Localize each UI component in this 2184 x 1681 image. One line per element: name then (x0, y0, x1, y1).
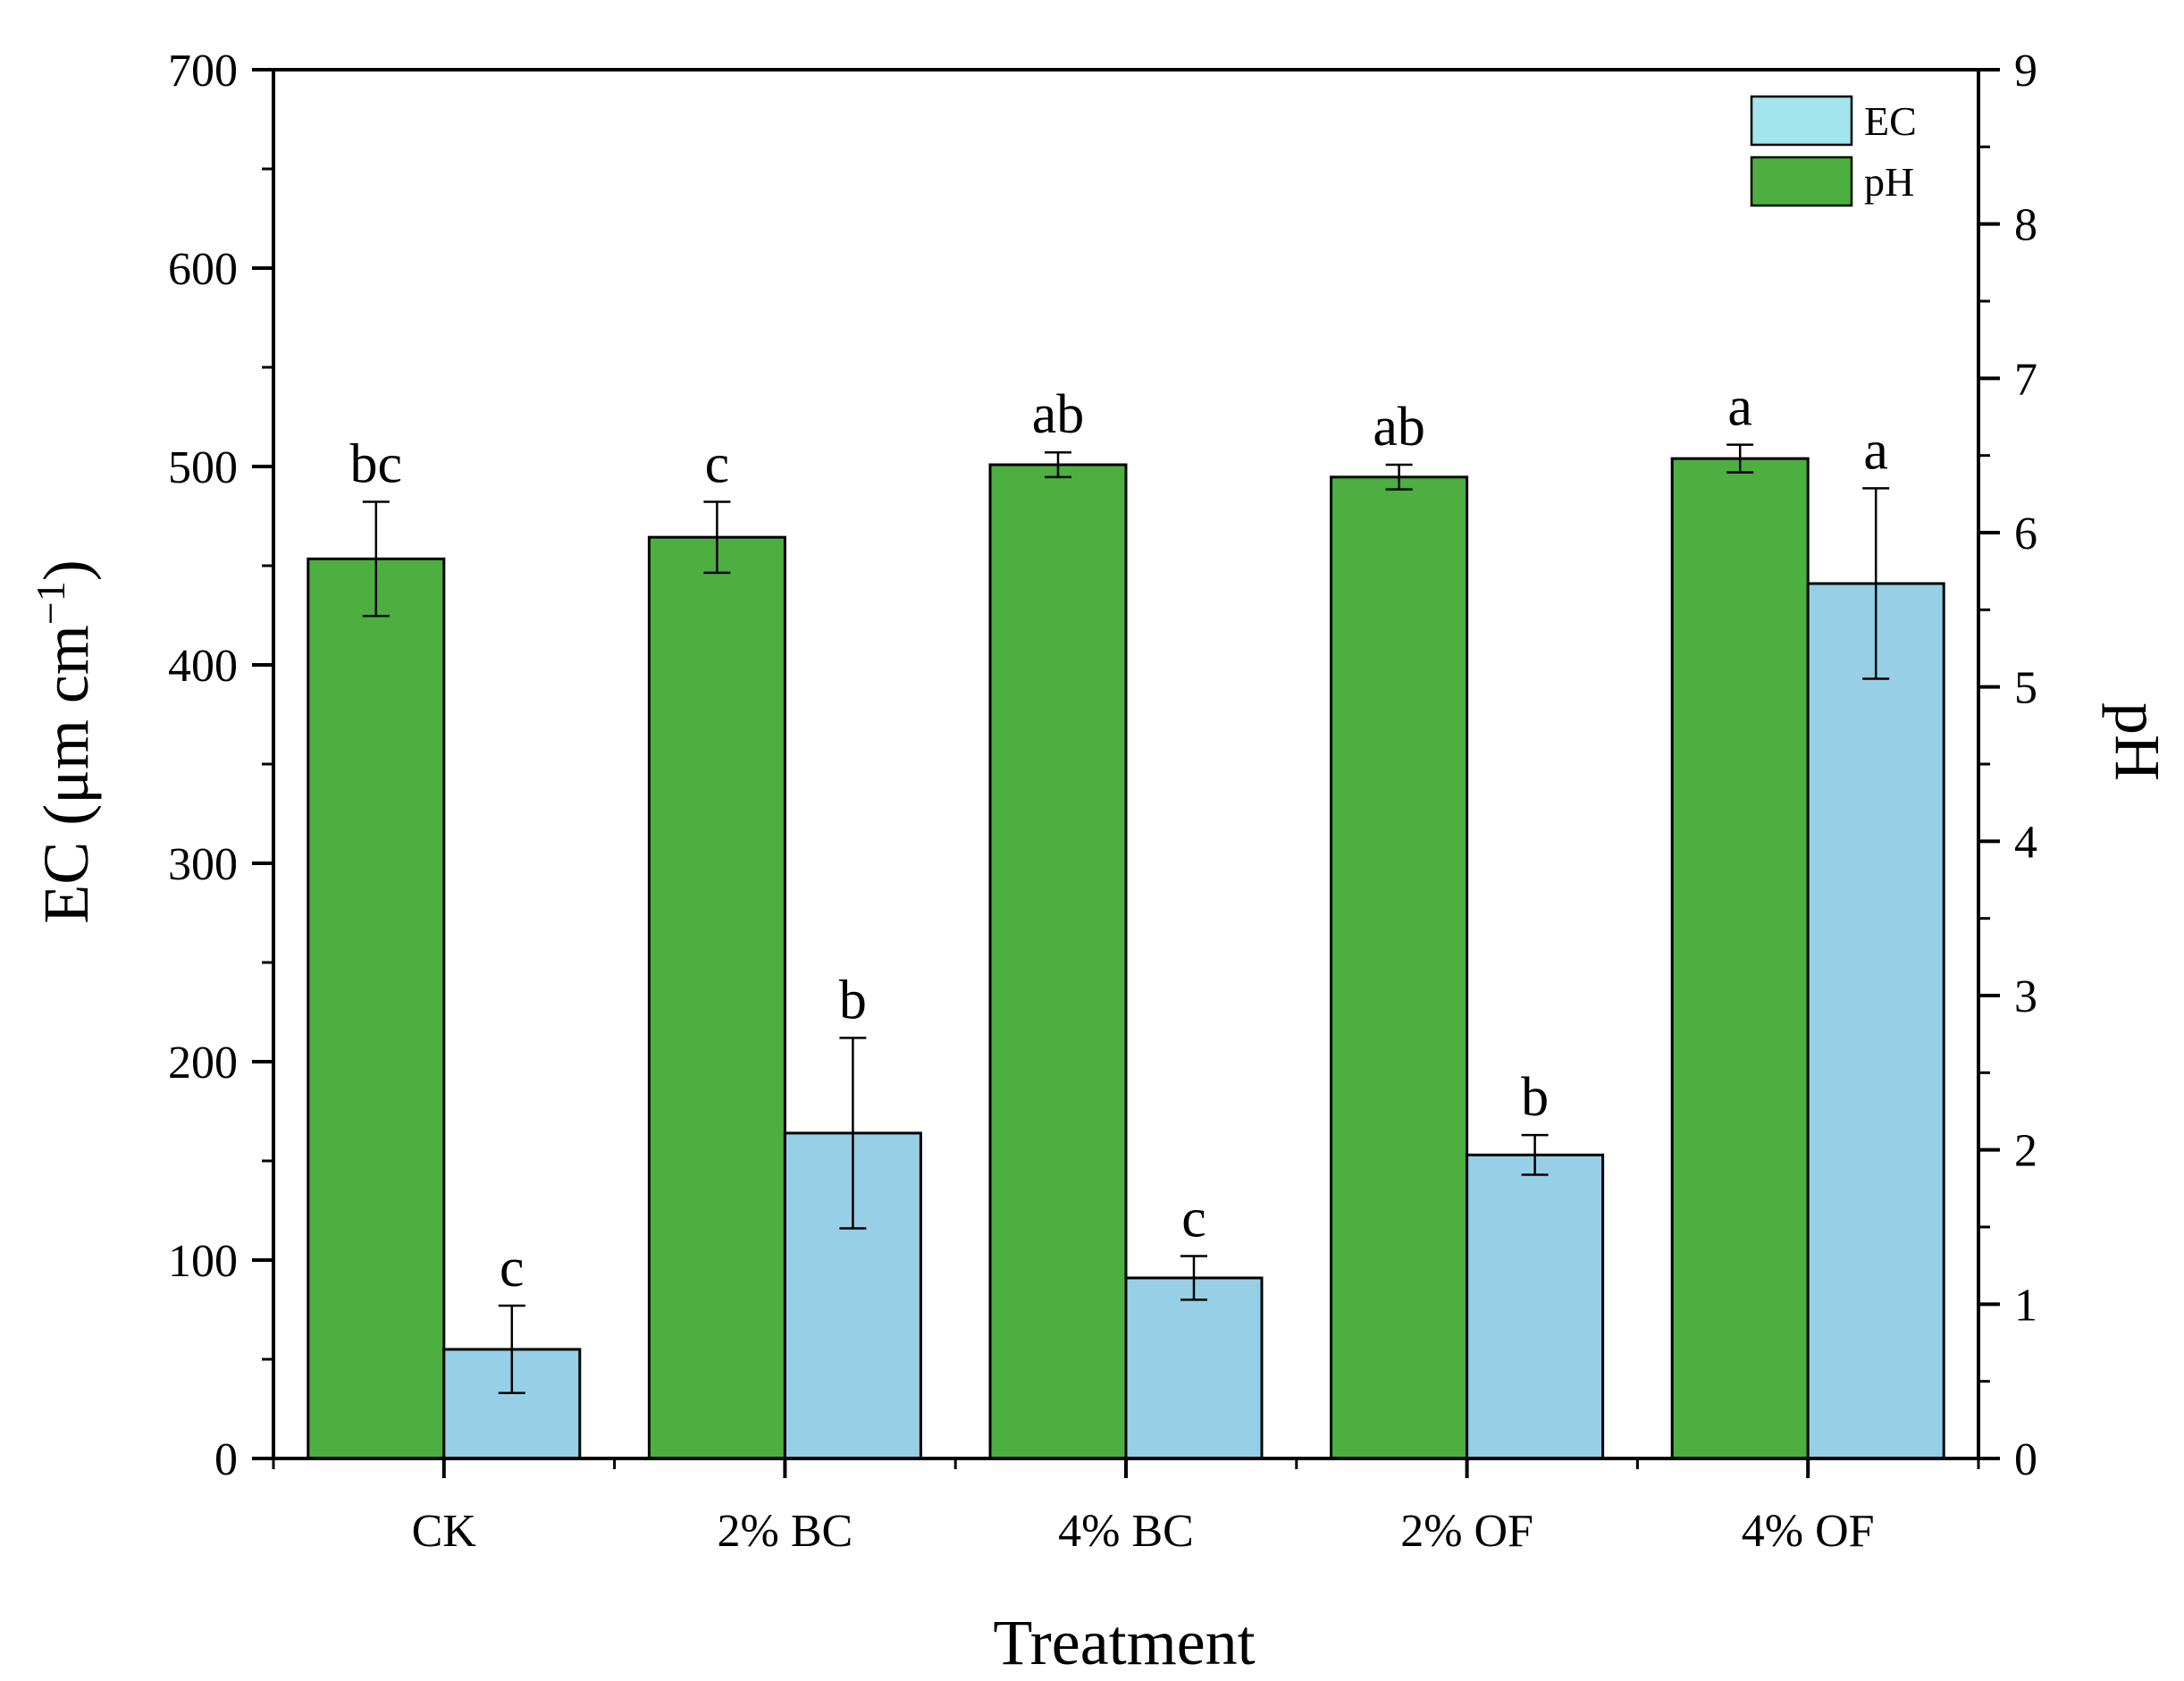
bar-ec-2 (1124, 1276, 1264, 1460)
sig-label-ec-4: a (1863, 420, 1888, 481)
sig-label-ph-2: ab (1032, 384, 1085, 445)
right-tick-label-4: 4 (2014, 817, 2037, 868)
x-tick-label-2: 4% BC (1058, 1506, 1194, 1557)
sig-label-ph-4: a (1727, 377, 1752, 438)
bar-ph-2 (988, 463, 1128, 1460)
legend-swatch-ph (1750, 155, 1853, 207)
left-axis-title-group: EC (μm cm−1) (28, 559, 102, 923)
left-tick-label-0: 0 (214, 1434, 238, 1485)
right-tick-label-6: 6 (2014, 509, 2037, 559)
right-tick-label-8: 8 (2014, 200, 2037, 251)
left-axis-title: EC (μm cm−1) (28, 559, 102, 923)
x-tick-label-4: 4% OF (1742, 1506, 1875, 1557)
bar-ph-1 (647, 535, 786, 1460)
bar-ph-3 (1330, 475, 1469, 1460)
x-tick-label-0: CK (412, 1506, 477, 1557)
sig-label-ph-1: c (705, 433, 730, 494)
right-tick-label-9: 9 (2014, 46, 2037, 97)
left-tick-label-1: 100 (168, 1236, 238, 1287)
left-tick-label-2: 200 (168, 1038, 238, 1088)
bar-ph-0 (307, 557, 446, 1460)
right-tick-label-0: 0 (2014, 1434, 2037, 1485)
left-axis-title-main: EC (μm cm (30, 625, 102, 924)
right-tick-label-2: 2 (2014, 1126, 2037, 1177)
left-axis-title-superscript: −1 (28, 581, 73, 625)
right-tick-label-7: 7 (2014, 354, 2037, 405)
sig-label-ph-3: ab (1373, 397, 1425, 458)
right-tick-label-3: 3 (2014, 971, 2037, 1022)
left-tick-label-4: 400 (168, 641, 238, 692)
sig-label-ec-1: b (839, 970, 867, 1030)
left-tick-label-7: 700 (168, 46, 238, 97)
legend-swatch-ec (1750, 95, 1853, 147)
x-axis-title: Treatment (993, 1607, 1255, 1678)
left-tick-label-6: 600 (168, 244, 238, 295)
sig-label-ec-2: c (1181, 1189, 1206, 1249)
left-tick-label-3: 300 (168, 839, 238, 890)
sig-label-ph-0: bc (350, 433, 403, 494)
bar-ec-4 (1806, 582, 1945, 1460)
left-tick-label-5: 500 (168, 442, 238, 493)
plot-area: bc c CK c b 2% BC ab c 4% BC ab b 2% OF a a 4% OF 0 100 2… (168, 46, 2037, 1557)
right-tick-label-5: 5 (2014, 663, 2037, 714)
right-axis-title-group: pH (2102, 702, 2173, 781)
right-axis-title: pH (2102, 702, 2173, 781)
bar-ph-4 (1670, 457, 1810, 1460)
sig-label-ec-3: b (1521, 1067, 1549, 1128)
x-tick-label-1: 2% BC (718, 1506, 853, 1557)
sig-label-ec-0: c (500, 1238, 525, 1299)
right-tick-label-1: 1 (2014, 1280, 2037, 1331)
legend-label-ec: EC (1864, 98, 1917, 144)
left-axis-title-close: ) (30, 559, 102, 581)
x-tick-label-3: 2% OF (1400, 1506, 1533, 1557)
bar-ec-3 (1466, 1153, 1605, 1460)
legend-label-ph: pH (1864, 159, 1914, 205)
